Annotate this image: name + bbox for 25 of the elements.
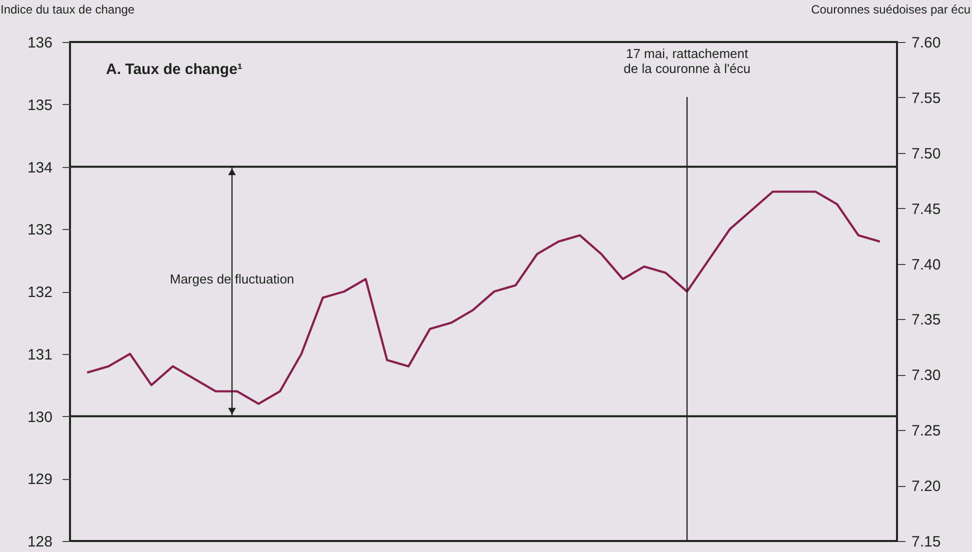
y2-tick-label: 7.20 — [912, 478, 941, 496]
y2-tick-label: 7.45 — [912, 200, 941, 218]
y-tick-label: 136 — [27, 34, 52, 52]
y-tick-label: 132 — [27, 284, 52, 301]
y2-axis-title: Couronnes suédoises par écu — [811, 2, 970, 16]
y2-tick-label: 7.15 — [912, 534, 941, 550]
y2-tick-label: 7.35 — [912, 312, 941, 329]
y-tick-label: 128 — [27, 534, 52, 550]
y-tick-label: 129 — [27, 471, 52, 488]
y-tick-label: 130 — [27, 408, 52, 426]
y2-tick-label: 7.40 — [912, 256, 941, 274]
y-tick-label: 134 — [27, 159, 52, 176]
y-tick-label: 131 — [27, 346, 52, 364]
annotation: Marges de fluctuation — [170, 272, 294, 286]
y2-tick-label: 7.30 — [912, 367, 941, 384]
y2-tick-label: 7.25 — [912, 422, 941, 440]
y-tick-label: 133 — [27, 222, 52, 239]
y2-tick-label: 7.55 — [912, 90, 941, 107]
line-series — [86, 190, 881, 405]
y2-tick-label: 7.50 — [912, 145, 941, 162]
y-axis-title: Indice du taux de change — [0, 2, 135, 16]
annotation: 17 mai, rattachement de la couronne à l'écu — [624, 46, 750, 76]
text: A. Taux de change¹ — [106, 61, 242, 78]
y-tick-label: 135 — [27, 96, 52, 114]
y2-tick-label: 7.60 — [912, 34, 941, 52]
